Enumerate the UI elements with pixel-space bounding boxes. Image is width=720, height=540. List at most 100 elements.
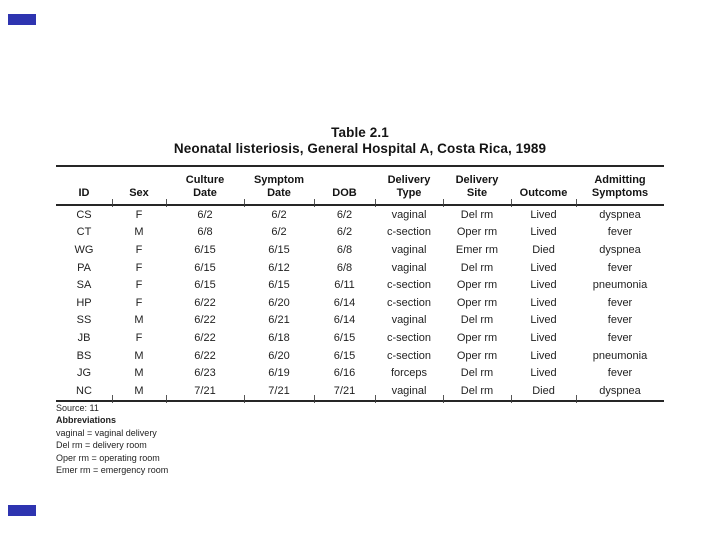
- table-cell: fever: [607, 296, 633, 309]
- table-cell: 6/22: [194, 296, 216, 309]
- table-cell: 6/23: [194, 367, 216, 380]
- table-cell: 6/15: [194, 261, 216, 274]
- table-cell: Oper rm: [456, 226, 498, 239]
- table-row: HP F 6/22 6/20 6/14 c-section Oper rm Lived feve…: [56, 294, 664, 312]
- table-row: CS F 6/2 6/2 6/2 vaginal Del rm Lived dyspnea: [56, 205, 664, 224]
- table-cell: M: [134, 314, 144, 327]
- col-header-id: ID: [56, 166, 112, 206]
- table-cell: fever: [607, 226, 633, 239]
- table-cell: Lived: [530, 296, 557, 309]
- abbreviations-heading: Abbreviations: [56, 415, 117, 426]
- listeriosis-table: ID Sex Culture Date Symptom Date DOB: [56, 165, 664, 402]
- table-row: SS M 6/22 6/21 6/14 vaginal Del rm Lived fever: [56, 312, 664, 330]
- table-cell: Lived: [530, 226, 557, 239]
- table-cell: dyspnea: [576, 381, 664, 402]
- table-cell: 6/2: [271, 226, 287, 239]
- table-cell: 6/14: [333, 314, 356, 327]
- table-cell: c-section: [386, 331, 432, 344]
- table-cell: Lived: [530, 331, 557, 344]
- table-row: NC M 7/21 7/21 7/21 vaginal Del rm Died dyspnea: [56, 381, 664, 402]
- table-cell: c-section: [386, 296, 432, 309]
- table-cell: F: [135, 296, 143, 309]
- table-cell: F: [135, 261, 143, 274]
- table-cell: 6/12: [268, 261, 290, 274]
- table-cell: vaginal: [391, 314, 427, 327]
- column-tick: [511, 199, 512, 207]
- table-number: Table 2.1: [331, 125, 389, 140]
- table-cell: Oper rm: [456, 349, 498, 362]
- table-cell: HP: [76, 296, 92, 309]
- table-cell: fever: [607, 331, 633, 344]
- table-cell: Lived: [530, 208, 557, 221]
- table-cell: F: [135, 331, 143, 344]
- table-cell: vaginal: [391, 243, 427, 256]
- table-cell: 6/21: [268, 314, 290, 327]
- table-cell: 6/11: [334, 279, 355, 292]
- table-cell: dyspnea: [599, 208, 641, 221]
- table-cell: JB: [77, 331, 91, 344]
- table-cell: 6/22: [194, 314, 216, 327]
- table-cell: M: [134, 367, 144, 380]
- table-cell: 6/22: [194, 331, 216, 344]
- table-cell: 6/2: [336, 208, 353, 221]
- col-header-delivery-type: Delivery Type: [375, 166, 443, 206]
- table-cell: 7/21: [166, 381, 244, 402]
- table-cell: M: [134, 226, 144, 239]
- table-cell: 6/14: [333, 296, 356, 309]
- table-cell: M: [112, 381, 166, 402]
- table-body: CS F 6/2 6/2 6/2 vaginal Del rm Lived dyspnea CT M…: [56, 205, 664, 402]
- table-cell: M: [134, 349, 144, 362]
- table-cell: JG: [76, 367, 92, 380]
- table-cell: Del rm: [460, 367, 494, 380]
- table-cell: fever: [607, 261, 633, 274]
- table-cell: 6/8: [336, 261, 353, 274]
- table-cell: pneumonia: [592, 349, 648, 362]
- table-cell: c-section: [386, 226, 432, 239]
- column-tick: [443, 395, 444, 403]
- table-cell: 6/22: [194, 349, 216, 362]
- table-cell: 6/2: [336, 226, 353, 239]
- column-tick: [375, 395, 376, 403]
- footer-notes: Source: 11 Abbreviations vaginal = vagin…: [56, 402, 168, 476]
- table-cell: CS: [76, 208, 92, 221]
- table-row: JG M 6/23 6/19 6/16 forceps Del rm Lived fever: [56, 364, 664, 382]
- table-row: PA F 6/15 6/12 6/8 vaginal Del rm Lived fever: [56, 259, 664, 277]
- table-cell: Oper rm: [456, 296, 498, 309]
- abbreviation-line: Del rm = delivery room: [56, 440, 147, 451]
- table-cell: fever: [607, 314, 633, 327]
- table-cell: 6/2: [197, 208, 213, 221]
- table-cell: 6/20: [268, 349, 290, 362]
- col-header-sex: Sex: [112, 166, 166, 206]
- table-cell: F: [135, 243, 143, 256]
- column-tick: [112, 395, 113, 403]
- table-cell: 6/15: [268, 279, 290, 292]
- table-cell: CT: [76, 226, 92, 239]
- column-tick: [314, 395, 315, 403]
- column-tick: [576, 395, 577, 403]
- col-header-dob: DOB: [314, 166, 375, 206]
- table-cell: Lived: [530, 367, 557, 380]
- table-cell: SS: [76, 314, 92, 327]
- table-cell: Lived: [530, 349, 557, 362]
- table-row: JB F 6/22 6/18 6/15 c-section Oper rm Lived feve…: [56, 329, 664, 347]
- table-cell: 6/20: [268, 296, 290, 309]
- table-cell: SA: [76, 279, 92, 292]
- table-cell: Del rm: [460, 261, 494, 274]
- header-row: ID Sex Culture Date Symptom Date DOB: [56, 166, 664, 206]
- table-cell: forceps: [390, 367, 428, 380]
- table-cell: c-section: [386, 279, 432, 292]
- table-cell: Lived: [530, 314, 557, 327]
- column-tick: [244, 199, 245, 207]
- table-cell: BS: [76, 349, 92, 362]
- table-row: WG F 6/15 6/15 6/8 vaginal Emer rm Died dyspnea: [56, 241, 664, 259]
- column-tick: [576, 199, 577, 207]
- table-cell: 6/15: [333, 349, 356, 362]
- table-cell: c-section: [386, 349, 432, 362]
- table-cell: Lived: [530, 261, 557, 274]
- column-tick: [511, 395, 512, 403]
- table-cell: vaginal: [391, 208, 427, 221]
- table-row: BS M 6/22 6/20 6/15 c-section Oper rm Lived pneu…: [56, 347, 664, 365]
- table-cell: Del rm: [460, 208, 494, 221]
- table-cell: vaginal: [391, 261, 427, 274]
